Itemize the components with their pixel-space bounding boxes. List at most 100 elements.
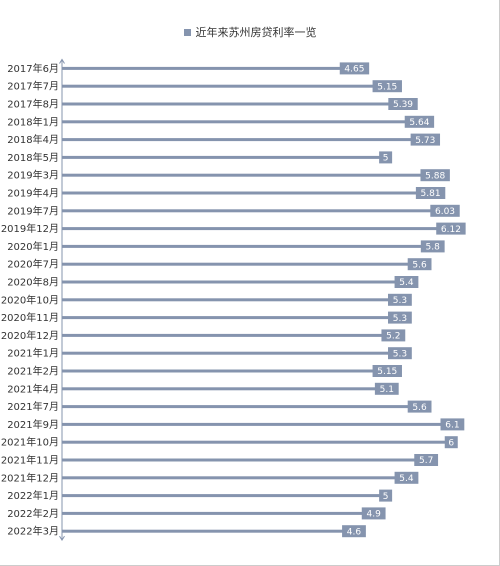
legend[interactable]: 近年来苏州房贷利率一览 bbox=[0, 24, 500, 40]
bar[interactable] bbox=[62, 405, 430, 409]
category-label: 2017年8月 bbox=[7, 98, 59, 111]
category-label: 2021年11月 bbox=[1, 454, 59, 467]
category-label: 2021年1月 bbox=[7, 347, 59, 360]
category-label: 2019年7月 bbox=[7, 204, 59, 217]
category-label: 2021年7月 bbox=[7, 400, 59, 413]
value-label-box bbox=[440, 418, 465, 431]
value-label: 4.65 bbox=[344, 65, 364, 75]
value-label: 5.7 bbox=[419, 456, 433, 466]
value-label: 5.6 bbox=[412, 260, 427, 270]
bar[interactable] bbox=[62, 84, 400, 88]
value-label-box bbox=[342, 525, 366, 538]
category-label: 2017年7月 bbox=[7, 80, 59, 93]
y-axis-bottom-arrow bbox=[59, 535, 65, 542]
category-label: 2020年12月 bbox=[1, 329, 59, 342]
category-label: 2017年6月 bbox=[7, 62, 59, 75]
value-label-box bbox=[339, 62, 370, 75]
value-label-box bbox=[407, 400, 432, 413]
value-label: 4.9 bbox=[366, 510, 381, 520]
category-label: 2020年10月 bbox=[1, 293, 59, 306]
category-label: 2019年3月 bbox=[7, 169, 59, 182]
bar[interactable] bbox=[62, 173, 448, 177]
value-label: 5 bbox=[383, 154, 389, 164]
value-label: 5.4 bbox=[399, 474, 414, 484]
value-label-box bbox=[361, 507, 386, 520]
category-label: 2018年5月 bbox=[7, 151, 59, 164]
value-labels: 4.655.155.395.645.7355.885.816.036.125.8… bbox=[339, 62, 466, 538]
legend-swatch bbox=[183, 28, 191, 36]
value-label-box bbox=[404, 115, 435, 128]
value-label-box bbox=[388, 347, 412, 360]
value-label-box bbox=[394, 471, 419, 484]
bar[interactable] bbox=[62, 280, 417, 284]
bar[interactable] bbox=[62, 138, 439, 142]
category-label: 2021年10月 bbox=[1, 436, 59, 449]
bar[interactable] bbox=[62, 316, 410, 320]
bar[interactable] bbox=[62, 244, 443, 248]
value-label-box bbox=[420, 169, 450, 182]
value-label: 5.81 bbox=[421, 189, 441, 199]
bar[interactable] bbox=[62, 120, 433, 124]
category-label: 2020年8月 bbox=[7, 276, 59, 289]
bar[interactable] bbox=[62, 440, 456, 444]
category-label: 2020年1月 bbox=[7, 240, 59, 253]
value-label: 6.1 bbox=[445, 421, 459, 431]
bar[interactable] bbox=[62, 494, 391, 498]
value-label-box bbox=[372, 80, 402, 93]
value-label: 6.03 bbox=[435, 207, 455, 217]
value-label: 6.12 bbox=[441, 225, 461, 235]
value-label: 5.3 bbox=[393, 296, 407, 306]
bar[interactable] bbox=[62, 209, 458, 213]
category-label: 2020年11月 bbox=[1, 311, 59, 324]
value-label: 5.88 bbox=[425, 171, 445, 181]
bar[interactable] bbox=[62, 191, 444, 195]
value-label-box bbox=[379, 151, 393, 164]
value-label: 5.3 bbox=[393, 349, 407, 359]
bar[interactable] bbox=[62, 262, 430, 266]
bar[interactable] bbox=[62, 529, 364, 533]
bar[interactable] bbox=[62, 298, 410, 302]
bar[interactable] bbox=[62, 227, 464, 231]
category-label: 2021年9月 bbox=[7, 418, 59, 431]
value-label-box bbox=[388, 98, 418, 110]
bar[interactable] bbox=[62, 369, 400, 373]
value-label: 5.15 bbox=[377, 367, 397, 377]
value-label-box bbox=[444, 436, 458, 449]
value-label-box bbox=[374, 382, 399, 395]
value-label-box bbox=[381, 329, 406, 342]
category-label: 2018年1月 bbox=[7, 115, 59, 128]
value-label-box bbox=[388, 293, 412, 306]
bar[interactable] bbox=[62, 511, 384, 515]
bar[interactable] bbox=[62, 476, 417, 480]
y-axis bbox=[59, 58, 65, 542]
value-label: 5.39 bbox=[393, 100, 413, 110]
bar[interactable] bbox=[62, 458, 437, 462]
value-label: 4.6 bbox=[347, 527, 362, 537]
bar[interactable] bbox=[62, 102, 416, 106]
value-label: 5.1 bbox=[380, 385, 394, 395]
bar[interactable] bbox=[62, 422, 463, 426]
value-label-box bbox=[430, 204, 460, 217]
bar[interactable] bbox=[62, 351, 410, 355]
category-ticks: 2017年6月 2017年7月 2017年8月 2018年1月 2018年4月 2018年… bbox=[1, 62, 59, 538]
value-label-box bbox=[379, 489, 393, 502]
category-label: 2021年2月 bbox=[7, 365, 59, 378]
value-label: 5.4 bbox=[399, 278, 414, 288]
value-label-box bbox=[420, 240, 445, 253]
value-label: 5.8 bbox=[426, 243, 441, 253]
value-label: 6 bbox=[448, 438, 454, 448]
category-label: 2022年2月 bbox=[7, 507, 59, 520]
category-label: 2021年4月 bbox=[7, 382, 59, 395]
value-label: 5 bbox=[383, 492, 389, 502]
bar[interactable] bbox=[62, 333, 404, 337]
bar[interactable] bbox=[62, 66, 368, 70]
bar[interactable] bbox=[62, 387, 397, 391]
value-label: 5.15 bbox=[377, 82, 397, 92]
value-label: 5.2 bbox=[386, 332, 400, 342]
bar[interactable] bbox=[62, 155, 391, 159]
value-label-box bbox=[415, 187, 446, 199]
value-label-box bbox=[372, 365, 402, 377]
category-label: 2021年12月 bbox=[1, 471, 59, 484]
value-label-box bbox=[407, 258, 432, 271]
